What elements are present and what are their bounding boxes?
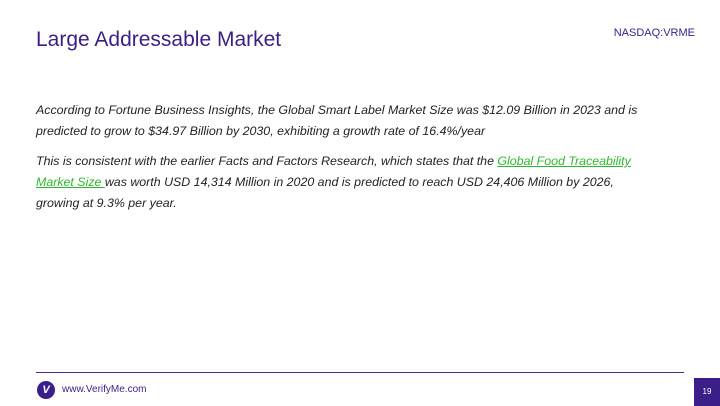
footer-rule [36, 372, 684, 373]
paragraph: According to Fortune Business Insights, … [36, 103, 638, 138]
text: was worth USD 14,314 Million in 2020 and… [36, 175, 614, 210]
ticker: NASDAQ:VRME [613, 27, 695, 39]
page-number: 19 [694, 378, 720, 406]
logo: V [37, 381, 55, 399]
text: This is consistent with the earlier Fact… [36, 154, 498, 168]
slide-title: Large Addressable Market [36, 28, 282, 51]
body: According to Fortune Business Insights, … [36, 100, 651, 223]
paragraph: This is consistent with the earlier Fact… [36, 151, 651, 214]
footer-url: www.VerifyMe.com [62, 384, 147, 395]
link[interactable]: Global Food Traceability Market Size [36, 154, 631, 189]
